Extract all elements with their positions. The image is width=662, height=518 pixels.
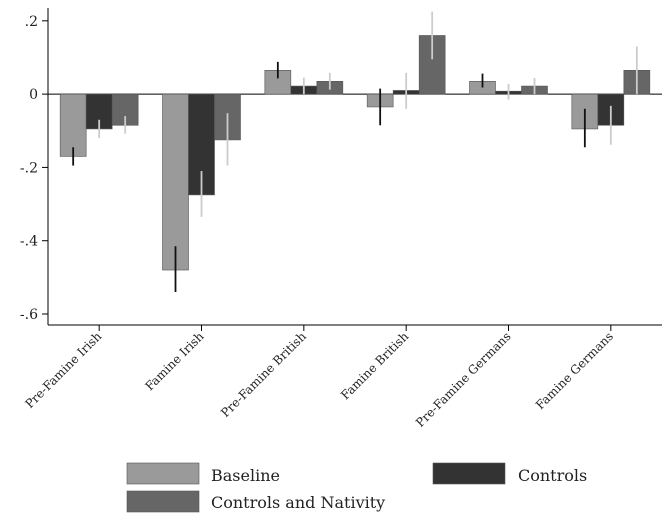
x-tick-label: Famine Germans [533, 329, 616, 412]
y-tick-label: -.6 [20, 307, 38, 323]
y-tick-label: -.2 [20, 160, 38, 176]
legend-swatch [432, 462, 506, 485]
legend-label: Controls [518, 466, 587, 485]
bar-baseline [59, 93, 87, 157]
legend-label: Baseline [211, 466, 280, 485]
x-tick-label: Pre-Famine British [218, 329, 309, 420]
legend-label: Controls and Nativity [211, 493, 385, 512]
y-tick-label: .2 [25, 14, 38, 30]
bar-baseline [162, 93, 189, 271]
legend-swatch [126, 462, 200, 485]
y-tick-label: 0 [29, 87, 38, 103]
legend-swatch [126, 490, 200, 513]
x-tick-label: Famine British [338, 329, 411, 402]
y-tick-label: -.4 [20, 234, 38, 250]
x-tick-label: Famine Irish [142, 329, 206, 393]
x-tick-label: Pre-Famine Irish [22, 329, 104, 411]
x-tick-label: Pre-Famine Germans [413, 329, 514, 430]
